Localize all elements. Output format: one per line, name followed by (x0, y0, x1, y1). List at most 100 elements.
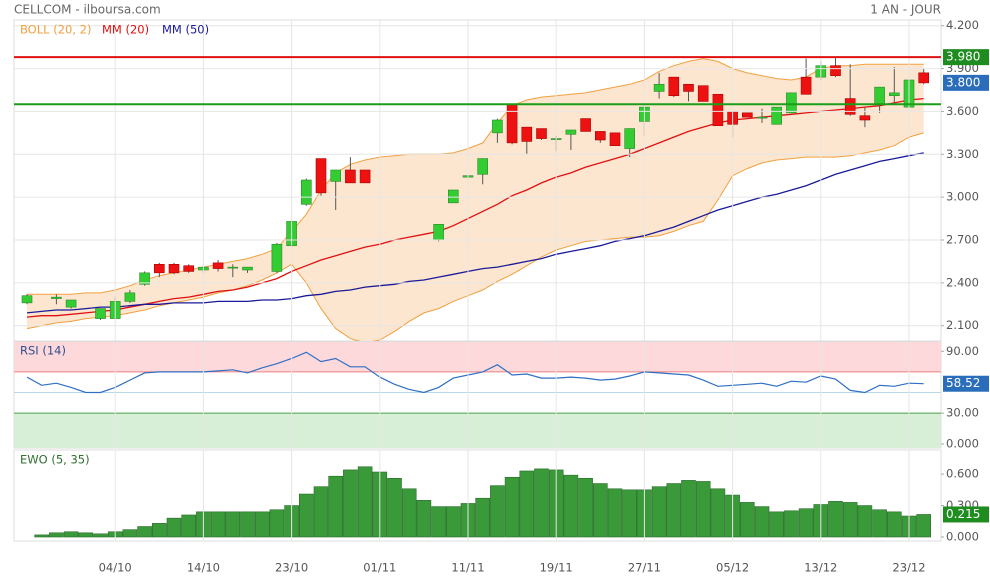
y-tick-label: 2.400 (946, 275, 979, 289)
x-tick-label: 19/11 (540, 561, 573, 575)
y-tick-label: 4.200 (946, 18, 979, 32)
candle-body (433, 223, 444, 241)
bar (416, 500, 432, 538)
panel-title: RSI (14) (20, 344, 66, 358)
panel-title: EWO (5, 35) (20, 453, 90, 467)
y-tick-label: 0.600 (946, 467, 979, 481)
bar (93, 533, 108, 538)
bar (475, 497, 491, 538)
bar (769, 511, 785, 538)
value-tag (943, 49, 989, 66)
candle-body (477, 158, 489, 175)
candle-body (609, 132, 621, 147)
bar (578, 478, 593, 538)
bar (181, 514, 196, 538)
bar (710, 488, 726, 538)
bar (210, 511, 226, 538)
bar (857, 505, 873, 538)
candle-body (653, 83, 665, 92)
candle-body (756, 116, 768, 119)
candle-body (359, 169, 371, 184)
candle-body (65, 299, 77, 308)
bar (152, 523, 167, 538)
zone (14, 413, 941, 448)
bar (651, 486, 667, 538)
bar (34, 534, 50, 538)
y-tick-label: 30.00 (946, 406, 979, 420)
rsi-line (26, 351, 924, 394)
value-tag (943, 506, 989, 523)
candle-body (95, 308, 106, 319)
candle-body (918, 72, 930, 84)
bar (534, 468, 549, 538)
bar (519, 470, 535, 538)
candle-body (300, 179, 312, 205)
bar (563, 474, 579, 538)
y-tick-label: 2.100 (946, 318, 979, 332)
x-tick-label: 23/10 (275, 561, 308, 575)
y-tick-label: 3.600 (946, 104, 979, 118)
panel-0 (21, 57, 930, 341)
bar (828, 501, 843, 538)
y-tick-label: 3.300 (946, 147, 979, 161)
bar (739, 502, 755, 538)
bar (666, 483, 682, 538)
candle-body (154, 263, 165, 274)
candle-body (830, 65, 841, 77)
candle-body (741, 112, 753, 118)
candle-body (800, 76, 812, 95)
candle-body (874, 86, 885, 105)
candle-body (859, 115, 871, 121)
x-tick-label: 11/11 (451, 561, 484, 575)
bar (681, 480, 696, 538)
candle-body (242, 266, 253, 271)
bar (269, 509, 285, 538)
candle-body (683, 83, 694, 92)
bar (592, 483, 608, 538)
x-tick-label: 14/10 (187, 561, 220, 575)
bar (49, 532, 64, 538)
candle-body (521, 126, 533, 142)
bar (872, 509, 887, 538)
chart-title: CELLCOM - ilboursa.com (14, 3, 161, 17)
y-tick-label: 3.000 (946, 190, 979, 204)
legend-entry: MM (50) (162, 23, 209, 37)
candle-body (21, 295, 33, 304)
y-tick-label: 0.000 (946, 530, 979, 544)
candle-body (447, 189, 459, 204)
value-tag-label: 3.800 (946, 75, 980, 89)
value-tag (943, 74, 989, 91)
candle-body (580, 118, 591, 132)
candle-body (771, 106, 783, 125)
candle-body (786, 92, 797, 114)
value-tag-label: 3.980 (946, 50, 980, 64)
bar (622, 489, 638, 538)
value-tag (943, 375, 989, 392)
bar (445, 506, 461, 538)
candle-body (330, 169, 342, 182)
zone (14, 342, 941, 372)
bar (798, 508, 814, 538)
bar (695, 481, 711, 538)
candle-body (168, 263, 180, 274)
bar (63, 531, 79, 538)
y-tick-label: 0.000 (946, 437, 979, 451)
candle-body (315, 158, 327, 194)
candle-body (183, 265, 194, 272)
bar (137, 526, 152, 538)
x-tick-label: 05/12 (716, 561, 749, 575)
x-tick-label: 27/11 (628, 561, 661, 575)
bar (916, 514, 932, 538)
bar (504, 476, 520, 538)
bar (842, 502, 858, 538)
candle-body (536, 128, 547, 139)
bar (431, 506, 446, 538)
bar (313, 486, 329, 538)
candle-body (51, 296, 62, 299)
x-tick-label: 23/12 (892, 561, 925, 575)
bar (240, 511, 255, 538)
chart-subtitle: 1 AN - JOUR (870, 3, 941, 17)
band-fill (27, 58, 924, 341)
bar (343, 469, 358, 538)
